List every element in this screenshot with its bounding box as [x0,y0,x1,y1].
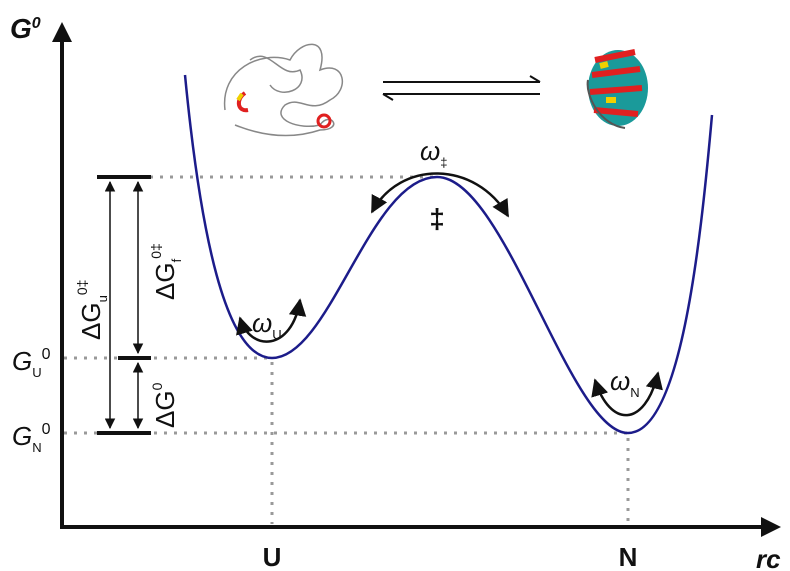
label-part: ω [252,308,272,338]
g-u-label: GU0 [12,346,51,380]
label-part: f [169,258,184,262]
label-part: 0‡ [74,280,90,296]
state-n-label: N [619,542,638,571]
unfolded-protein [223,43,344,137]
label-part: U [272,327,281,342]
x-axis-label: rc [756,544,781,571]
label-part: N [630,385,639,400]
label-part: 0‡ [148,243,164,259]
label-part: ω [420,136,440,166]
y-axis-label: G0 [10,13,41,44]
label-part: ‡ [440,155,447,170]
dg-stability-label: ΔG0 [149,382,180,428]
label-part: N [32,440,41,455]
label-part: G [10,13,32,44]
guides [64,175,630,524]
omega-u: ωU [252,308,282,342]
curvature-arrows [236,172,663,417]
label-part: ΔG [150,390,180,428]
label-part: 0 [32,15,41,32]
label-part: 0 [149,382,165,390]
g-n-label: GN0 [12,421,51,455]
energy-curve [183,74,714,435]
native-protein [586,49,648,129]
transition-label: ‡ [429,203,445,234]
omega-transition: ω‡ [420,136,447,170]
gap-arrows [104,180,144,430]
dg-folding-label: ΔGf 0‡ [148,243,184,300]
label-part: U [32,365,41,380]
label-part: ΔG [76,302,106,340]
omega-n: ωN [610,366,640,400]
label-part: G [12,346,32,376]
label-part: ω [610,366,630,396]
label-part: G [12,421,32,451]
level-bars [97,175,151,435]
equilibrium-arrows [382,75,541,101]
label-part: u [95,295,110,302]
dg-unfolding-label: ΔGu 0‡ [74,280,110,340]
state-u-label: U [263,542,282,571]
label-part: 0 [42,346,51,363]
label-part: ΔG [150,262,180,300]
label-part: 0 [42,421,51,438]
